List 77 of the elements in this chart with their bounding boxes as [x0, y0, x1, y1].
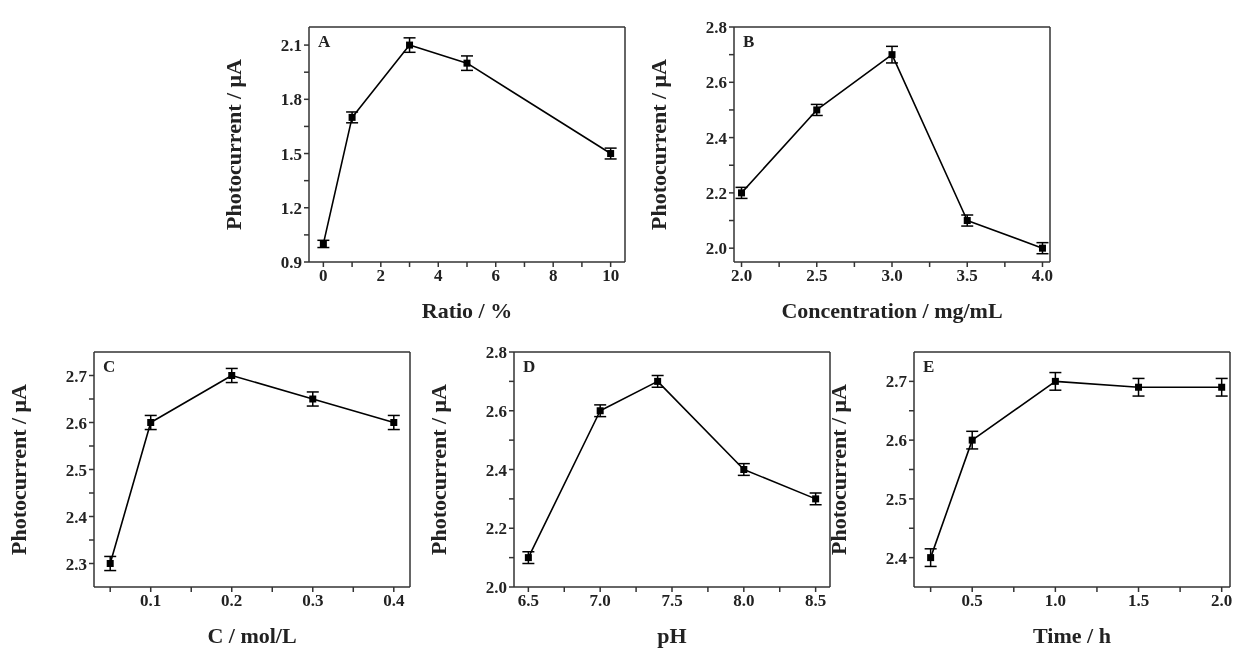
y-tick-label: 2.3 — [65, 554, 87, 574]
x-tick-label: 1.0 — [1044, 591, 1066, 611]
x-tick-label: 2.5 — [806, 266, 828, 286]
y-tick-label: 2.8 — [705, 18, 727, 38]
annotation: C — [103, 357, 116, 377]
x-tick-label: 2.0 — [1211, 591, 1233, 611]
y-tick-label: 2.7 — [885, 372, 908, 392]
y-tick-label: 2.0 — [705, 239, 727, 259]
y-tick-label: 2.6 — [65, 413, 87, 433]
y-tick-label: 0.9 — [280, 253, 302, 273]
x-tick-label: 4.0 — [1031, 266, 1054, 286]
x-tick-label: 6 — [491, 266, 500, 286]
y-axis-title: Photocurrent / μA — [825, 383, 851, 555]
y-tick-label: 2.4 — [705, 128, 728, 148]
y-tick-label: 2.1 — [280, 36, 302, 56]
y-axis-title: Photocurrent / μA — [645, 58, 671, 230]
point — [1051, 377, 1059, 385]
y-tick-label: 2.7 — [65, 366, 88, 386]
y-tick-label: 2.6 — [705, 73, 727, 93]
point — [228, 372, 236, 379]
y-tick-label: 2.4 — [65, 507, 88, 527]
point — [106, 560, 114, 567]
y-tick-label: 1.2 — [280, 198, 302, 218]
annotation: E — [923, 357, 935, 377]
y-tick-label: 1.5 — [280, 144, 302, 164]
y-tick-label: 2.2 — [485, 519, 507, 539]
point — [1218, 383, 1226, 391]
y-tick-label: 2.5 — [885, 489, 907, 509]
x-tick-label: 1.5 — [1127, 591, 1150, 611]
point — [968, 436, 976, 444]
annotation: D — [523, 357, 536, 377]
x-tick-label: 4 — [434, 266, 444, 286]
x-tick-label: 3.5 — [956, 266, 978, 286]
point — [740, 466, 748, 473]
point — [463, 59, 471, 67]
x-axis-title: Time / h — [1033, 623, 1111, 648]
y-tick-label: 2.4 — [485, 460, 508, 480]
y-tick-label: 1.8 — [280, 90, 302, 110]
x-tick-label: 8 — [548, 266, 558, 286]
x-tick-label: 7.5 — [661, 591, 683, 611]
x-tick-label: 2 — [376, 266, 386, 286]
y-tick-label: 2.2 — [705, 183, 727, 203]
x-tick-label: 2.0 — [730, 266, 753, 286]
point — [406, 41, 414, 49]
point — [927, 554, 935, 562]
x-tick-label: 0 — [319, 266, 328, 286]
x-axis-title: pH — [657, 623, 687, 648]
x-tick-label: 0.3 — [302, 591, 324, 611]
y-tick-label: 2.4 — [885, 548, 908, 568]
y-tick-label: 2.6 — [485, 401, 507, 421]
y-axis-title: Photocurrent / μA — [5, 383, 31, 555]
point — [1135, 383, 1143, 391]
y-tick-label: 2.6 — [885, 431, 907, 451]
x-tick-label: 0.5 — [961, 591, 983, 611]
x-tick-label: 7.0 — [589, 591, 611, 611]
y-tick-label: 2.0 — [485, 578, 507, 598]
y-tick-label: 2.8 — [485, 343, 507, 363]
x-axis-title: C / mol/L — [207, 623, 297, 648]
x-axis-title: Concentration / mg/mL — [781, 298, 1003, 323]
x-tick-label: 0.4 — [383, 591, 405, 611]
x-tick-label: 0.2 — [221, 591, 243, 611]
x-tick-label: 8.5 — [805, 591, 827, 611]
x-tick-label: 3.0 — [881, 266, 903, 286]
x-axis-title: Ratio / % — [421, 298, 513, 323]
x-tick-label: 0.1 — [140, 591, 162, 611]
x-tick-label: 8.0 — [733, 591, 755, 611]
x-tick-label: 6.5 — [517, 591, 539, 611]
point — [888, 51, 896, 59]
point — [309, 395, 317, 403]
point — [147, 419, 155, 426]
x-tick-label: 10 — [602, 266, 620, 286]
y-axis-title: Photocurrent / μA — [425, 383, 451, 555]
annotation: A — [318, 32, 331, 52]
annotation: B — [743, 32, 755, 52]
y-axis-title: Photocurrent / μA — [220, 58, 246, 230]
point — [390, 419, 398, 426]
y-tick-label: 2.5 — [65, 460, 87, 480]
